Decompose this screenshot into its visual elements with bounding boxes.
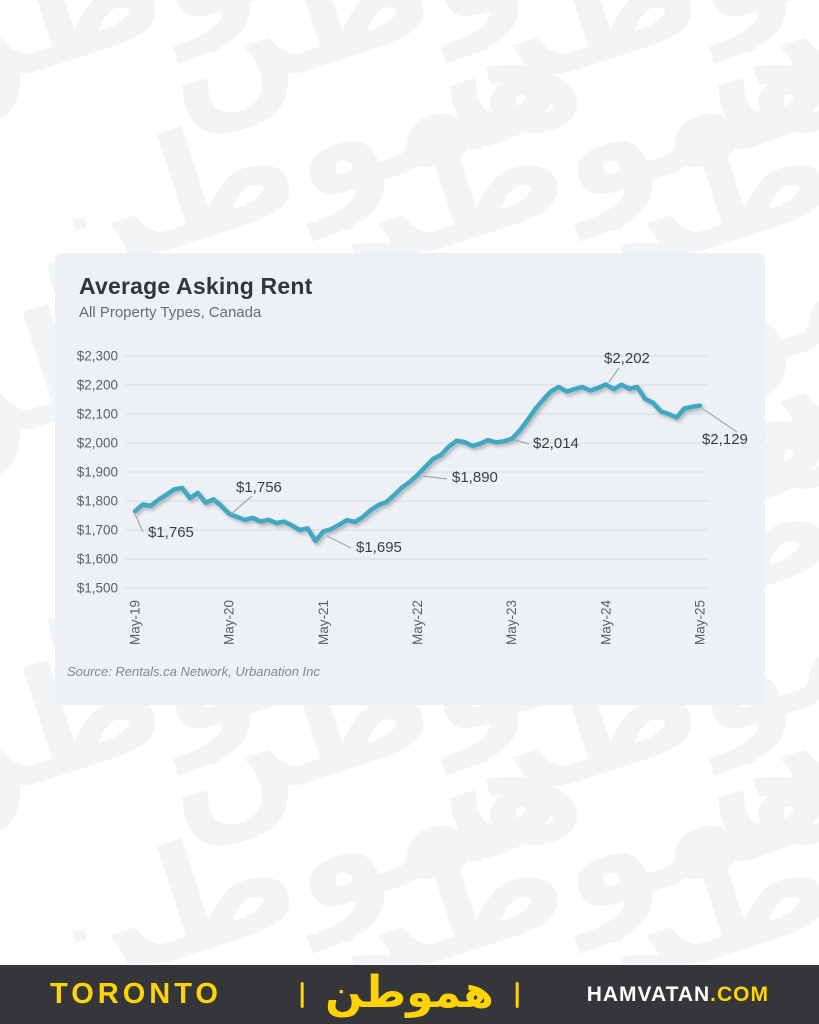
- svg-text:$1,695: $1,695: [356, 539, 402, 556]
- footer-website-label: HAMVATAN.COM: [587, 983, 769, 1007]
- svg-text:$2,300: $2,300: [77, 349, 118, 364]
- svg-text:$1,756: $1,756: [236, 479, 282, 496]
- svg-text:$2,200: $2,200: [77, 378, 118, 393]
- footer-divider-left: [300, 981, 304, 1008]
- svg-text:May-24: May-24: [598, 599, 613, 645]
- svg-text:$1,700: $1,700: [77, 523, 118, 538]
- svg-text:May-19: May-19: [128, 600, 143, 645]
- source-note: Source: Rentals.ca Network, Urbanation I…: [67, 664, 320, 679]
- footer-site-name: HAMVATAN: [586, 982, 711, 1006]
- svg-text:May-25: May-25: [693, 600, 708, 645]
- footer-divider-right: [515, 981, 519, 1008]
- footer-city-label: TORONTO: [50, 978, 222, 1010]
- svg-text:$1,765: $1,765: [148, 524, 194, 541]
- svg-text:$2,100: $2,100: [77, 407, 118, 422]
- svg-text:May-22: May-22: [410, 600, 425, 645]
- chart-title: Average Asking Rent: [79, 273, 313, 299]
- footer-logo-group: هموطن: [300, 970, 519, 1015]
- svg-text:$1,500: $1,500: [77, 581, 118, 596]
- hamvatan-arabic-logo: هموطن: [325, 966, 494, 1018]
- svg-text:$1,900: $1,900: [77, 465, 118, 480]
- svg-text:$2,202: $2,202: [604, 350, 650, 367]
- svg-text:$1,890: $1,890: [452, 469, 498, 486]
- footer-site-tld: .COM: [710, 982, 769, 1006]
- footer-bar: TORONTO هموطن HAMVATAN.COM: [0, 965, 819, 1024]
- svg-text:May-21: May-21: [316, 600, 331, 645]
- rent-trend-line-chart: $2,300 $2,200 $2,100 $2,000 $1,900 $1,800 $1,7…: [77, 349, 748, 646]
- svg-text:May-23: May-23: [504, 600, 519, 645]
- svg-text:$2,129: $2,129: [702, 431, 748, 448]
- svg-text:$1,800: $1,800: [77, 494, 118, 509]
- svg-text:$1,600: $1,600: [77, 552, 118, 567]
- chart-card: Average Asking Rent All Property Types, …: [55, 253, 765, 705]
- svg-text:May-20: May-20: [222, 600, 237, 645]
- svg-text:$2,000: $2,000: [77, 436, 118, 451]
- chart-subtitle: All Property Types, Canada: [79, 304, 262, 321]
- svg-text:$2,014: $2,014: [533, 435, 579, 452]
